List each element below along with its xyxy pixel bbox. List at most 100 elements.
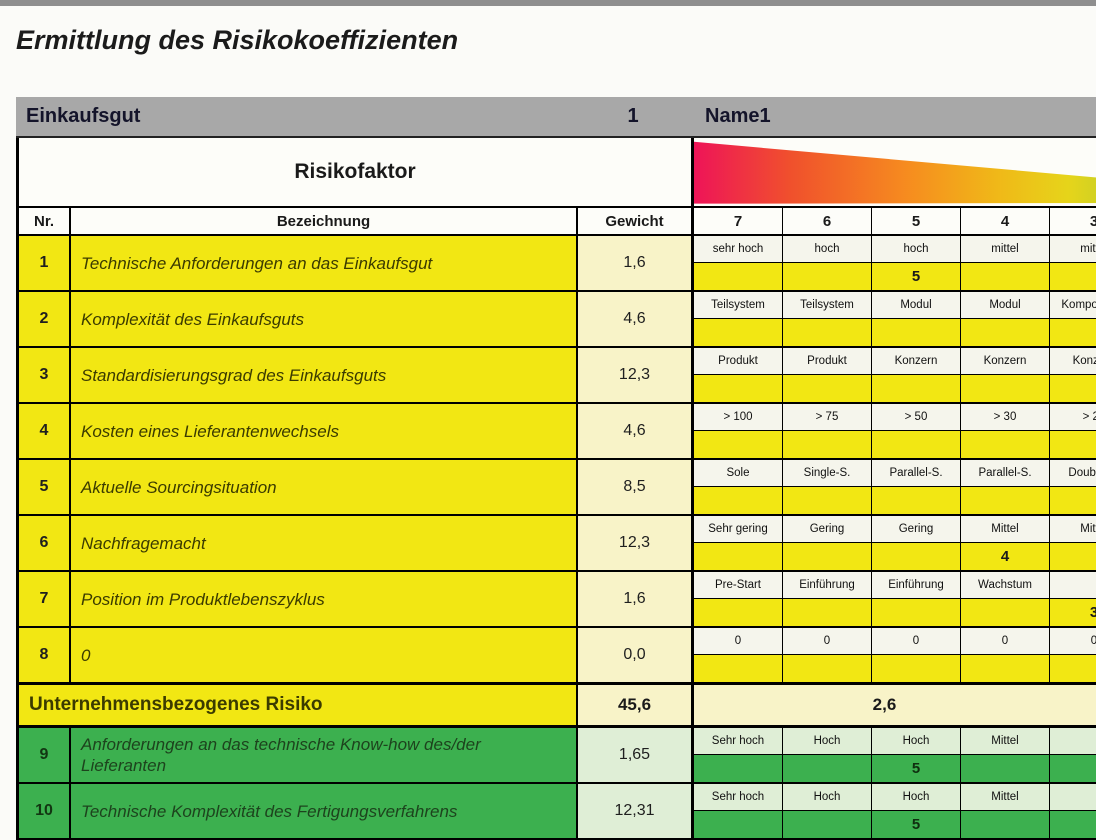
rating-label-cell: Mittel <box>961 784 1050 812</box>
rating-value-cell[interactable] <box>1050 487 1096 515</box>
rating-value-cell[interactable] <box>1050 375 1096 403</box>
factor-name-cell: Technische Komplexität des Fertigungsver… <box>71 784 578 839</box>
factor-weight-cell[interactable]: 12,3 <box>578 348 694 403</box>
rating-scale: Sehr hoch Hoch Hoch Mittel 5 <box>694 784 1096 839</box>
rating-value-cell[interactable] <box>694 431 783 459</box>
rating-scale: Sehr hoch Hoch Hoch Mittel 5 <box>694 728 1096 783</box>
row-number-cell: 2 <box>19 292 71 347</box>
rating-label-cell: 0 <box>1050 628 1096 656</box>
rating-value-cell[interactable] <box>961 375 1050 403</box>
factor-weight-cell[interactable]: 0,0 <box>578 628 694 683</box>
rating-label-cell: Hoch <box>872 728 961 756</box>
rating-value-cell[interactable]: 5 <box>872 811 961 839</box>
rating-value-cell[interactable]: 5 <box>872 263 961 291</box>
factor-weight-cell[interactable]: 4,6 <box>578 292 694 347</box>
rating-value-cell[interactable] <box>1050 543 1096 571</box>
rating-value-cell[interactable] <box>872 319 961 347</box>
rating-scale: Pre-Start Einführung Einführung Wachstum 3 <box>694 572 1096 627</box>
rating-label-cell: mittel <box>961 236 1050 264</box>
summary-value-cell[interactable]: 2,6 <box>694 685 1096 726</box>
rating-value-cell[interactable] <box>872 487 961 515</box>
rating-value-cell[interactable] <box>694 319 783 347</box>
rating-label-cell: Hoch <box>783 728 872 756</box>
rating-value-cell[interactable] <box>961 319 1050 347</box>
rating-label-cell: sehr hoch <box>694 236 783 264</box>
rating-value-cell[interactable] <box>783 755 872 783</box>
rating-value-cell[interactable] <box>694 811 783 839</box>
rating-value-cell[interactable] <box>872 655 961 683</box>
rating-value-cell[interactable] <box>694 755 783 783</box>
table-row: 1 Technische Anforderungen an das Einkauf… <box>19 236 1096 293</box>
rating-value-cell[interactable] <box>783 655 872 683</box>
rating-label-cell: Mittel <box>961 728 1050 756</box>
rating-value-cell[interactable] <box>694 543 783 571</box>
table-row: 4 Kosten eines Lieferantenwechsels 4,6 > 10… <box>19 404 1096 461</box>
rating-value-cell[interactable] <box>961 599 1050 627</box>
rating-value-cell[interactable] <box>694 655 783 683</box>
rating-value-cell[interactable] <box>1050 655 1096 683</box>
purchase-item-name[interactable]: Name1 <box>705 105 771 128</box>
factor-weight-cell[interactable]: 8,5 <box>578 460 694 515</box>
rating-label-cell: Teilsystem <box>783 292 872 320</box>
rating-value-cell[interactable] <box>961 655 1050 683</box>
factor-weight-cell[interactable]: 1,6 <box>578 572 694 627</box>
rating-value-cell[interactable] <box>694 375 783 403</box>
rating-label-cell: Double-S. <box>1050 460 1096 488</box>
rating-value-cell[interactable] <box>1050 319 1096 347</box>
factor-name-cell: Aktuelle Sourcingsituation <box>71 460 578 515</box>
rating-value-cell[interactable] <box>1050 263 1096 291</box>
table-row: 3 Standardisierungsgrad des Einkaufsguts 1… <box>19 348 1096 405</box>
rating-value-cell[interactable] <box>1050 755 1096 783</box>
rating-value-cell[interactable]: 5 <box>872 755 961 783</box>
rating-value-cell[interactable] <box>694 263 783 291</box>
factor-weight-cell[interactable]: 12,3 <box>578 516 694 571</box>
rating-value-cell[interactable] <box>961 487 1050 515</box>
rating-value-cell[interactable] <box>961 811 1050 839</box>
rating-value-cell[interactable] <box>783 487 872 515</box>
factor-weight-cell[interactable]: 4,6 <box>578 404 694 459</box>
rating-value-cell[interactable] <box>872 431 961 459</box>
factor-weight-cell[interactable]: 1,65 <box>578 728 694 783</box>
rating-label-cell: > 20 <box>1050 404 1096 432</box>
rating-value-cell[interactable]: 3 <box>1050 599 1096 627</box>
rating-label-cell: 0 <box>783 628 872 656</box>
row-number-cell: 1 <box>19 236 71 291</box>
column-header-bezeichnung: Bezeichnung <box>71 208 578 235</box>
rating-label-cell: Wachstum <box>961 572 1050 600</box>
rating-value-cell[interactable] <box>1050 431 1096 459</box>
rating-value-cell[interactable] <box>872 599 961 627</box>
rating-value-cell[interactable] <box>783 319 872 347</box>
rating-value-cell[interactable] <box>783 811 872 839</box>
rating-value-cell[interactable] <box>783 375 872 403</box>
rating-value-cell[interactable] <box>1050 811 1096 839</box>
rating-value-cell[interactable] <box>783 431 872 459</box>
rating-value-cell[interactable]: 4 <box>961 543 1050 571</box>
factor-weight-cell[interactable]: 1,6 <box>578 236 694 291</box>
rating-label-cell: Mittel <box>1050 516 1096 544</box>
rating-value-cell[interactable] <box>872 543 961 571</box>
rating-label-cell: 0 <box>961 628 1050 656</box>
rating-value-cell[interactable] <box>783 599 872 627</box>
table-row: 9 Anforderungen an das technische Know-ho… <box>19 728 1096 785</box>
rating-value-cell[interactable] <box>694 487 783 515</box>
row-number-cell: 6 <box>19 516 71 571</box>
rating-value-cell[interactable] <box>961 755 1050 783</box>
factor-name-cell: Anforderungen an das technische Know-how… <box>71 728 578 783</box>
purchase-item-number[interactable]: 1 <box>627 105 639 128</box>
supplier-risk-rows: 9 Anforderungen an das technische Know-ho… <box>19 728 1096 840</box>
table-row: 6 Nachfragemacht 12,3 Sehr gering Gering Geri… <box>19 516 1096 573</box>
rating-value-cell[interactable] <box>694 599 783 627</box>
scale-column-header: 4 <box>961 208 1050 235</box>
rating-value-cell[interactable] <box>783 263 872 291</box>
rating-value-cell[interactable] <box>783 543 872 571</box>
summary-row: Unternehmensbezogenes Risiko 45,6 2,6 <box>19 684 1096 729</box>
scale-column-header: 3 <box>1050 208 1096 234</box>
rating-label-cell: Komponente <box>1050 292 1096 320</box>
factor-weight-cell[interactable]: 12,31 <box>578 784 694 839</box>
summary-weight-cell[interactable]: 45,6 <box>578 685 694 726</box>
rating-value-cell[interactable] <box>961 263 1050 291</box>
rating-value-cell[interactable] <box>872 375 961 403</box>
rating-label-cell: Produkt <box>694 348 783 376</box>
factor-name-cell: Position im Produktlebenszyklus <box>71 572 578 627</box>
rating-value-cell[interactable] <box>961 431 1050 459</box>
